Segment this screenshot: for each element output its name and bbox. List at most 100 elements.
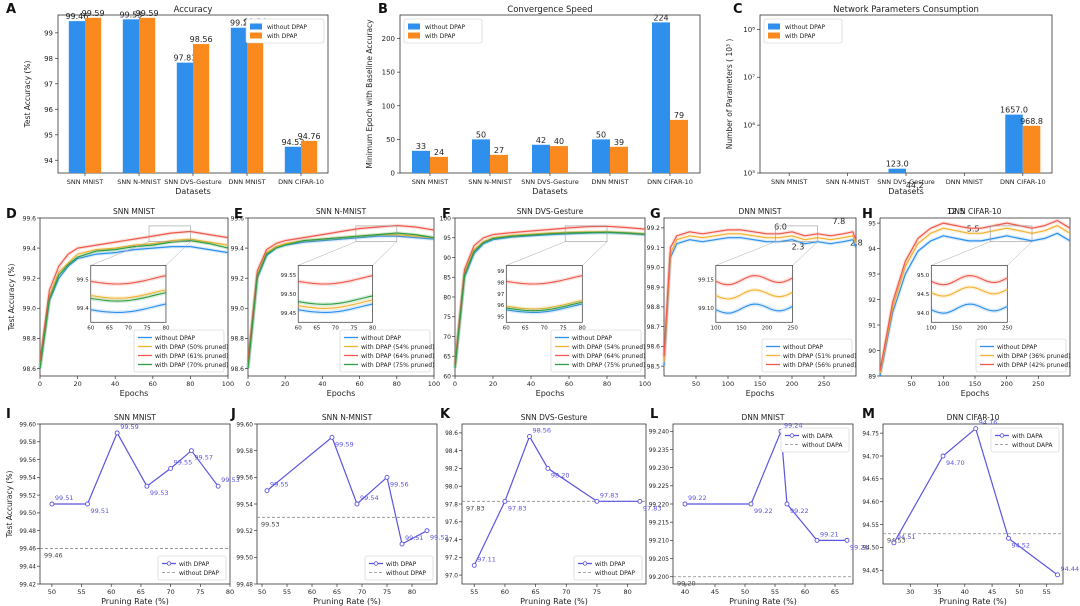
x-tick-label: 50 [48,588,56,596]
inset-series-line [298,275,373,285]
data-label: 94.44 [1061,565,1080,573]
legend-box [573,555,643,581]
inset-frame [297,265,373,323]
y-tick-label: 80 [443,294,451,301]
legend-box [403,18,483,44]
panel-letter: J [230,407,236,422]
inset-series-line [90,289,167,299]
y-tick-label: 98.8 [23,336,37,343]
x-tick-label: 80 [226,588,234,596]
x-tick-label: SNN MNIST [412,178,448,186]
y-tick-label: 99.210 [649,539,670,545]
data-point [748,501,754,507]
bar-value-label: 5.5 [967,224,980,233]
x-tick-label: 60 [501,588,509,596]
bar-value-label: 6.0 [774,223,787,232]
inset-x-tick-label: 200 [762,325,773,331]
y-tick-label: 99.230 [649,466,670,472]
y-tick-label: 99.220 [649,502,670,508]
x-tick-label: 200 [786,380,798,388]
y-tick-label: 98.7 [647,324,661,331]
inset-series-line [931,275,1008,286]
series-line [39,246,229,369]
y-tick-label: 98.2 [445,467,458,473]
series-line [879,225,1071,374]
inset-series-line [506,299,583,310]
y-tick-label: 94.70 [862,454,879,460]
baseline-label: 99.20 [677,580,696,588]
inset-x-tick-label: 250 [1002,325,1013,331]
y-tick-label: 99.240 [649,430,670,436]
bar [122,19,139,173]
y-tick-label: 99.54 [236,502,253,508]
x-tick-label: 60 [149,380,157,388]
y-tick-label: 99.60 [236,422,253,428]
zoom-connector [90,241,150,266]
inset-y-tick-label: 99.45 [280,311,296,317]
series-line [685,431,847,541]
inset-chart: 60 65 70 75 80 99.4 99.5 [77,265,170,331]
inset-y-tick-label: 99.15 [698,278,714,284]
plot-frame [39,423,231,585]
x-tick-label: 40 [318,380,326,388]
plot-frame [247,217,435,377]
legend: with DPAP without DPAP [157,555,227,581]
zoom-region [775,225,818,242]
data-point [168,465,174,471]
data-point [471,562,477,568]
bar-value-label: 7.8 [832,217,845,226]
legend-marker [373,561,379,566]
x-tick-label: 55 [283,588,291,596]
data-label: 99.53 [221,476,240,484]
inset-y-tick-label: 99.55 [280,273,296,279]
x-tick-label: 250 [1032,380,1044,388]
x-tick-label: 40 [681,588,689,596]
y-tick-label: 99.60 [19,422,36,428]
data-point [424,528,430,534]
x-tick-label: 150 [754,380,766,388]
inset-chart: 100 150 200 250 99.10 99.15 [698,265,798,331]
inset-x-tick-label: 75 [351,325,358,331]
x-axis-label: Pruning Rate (%) [939,597,1007,606]
x-tick-label: 70 [562,588,570,596]
x-tick-label: SNN DVS-Gesture [521,178,579,186]
data-point [527,433,532,439]
y-tick-label: 99.0 [23,306,37,313]
inset-y-tick-label: 96 [497,303,504,309]
y-tick-label: 99.56 [236,476,253,482]
x-tick-label: 60 [565,380,573,388]
series-line [247,224,435,362]
bar-value-label: 24 [434,148,444,157]
bar [230,27,247,173]
line-chart-d: SNN MNIST 0 20 40 60 80 100 98.6 98.8 99.0 99.2 99.… [7,207,234,398]
x-axis-label: Epochs [327,389,356,398]
x-tick-label: 40 [961,588,969,596]
chart-title: SNN N-MNIST [322,413,373,422]
data-label: 98.20 [551,471,570,479]
x-tick-label: SNN DVS-Gesture [164,178,222,186]
x-tick-label: 0 [246,380,250,388]
y-tick-label: 99.42 [19,582,36,588]
y-tick-label: 99.6 [23,215,37,222]
panel-letter: L [650,407,658,422]
y-tick-label: 98.6 [23,366,37,373]
bar-value-label: 94.76 [298,132,321,141]
legend-marker [999,433,1005,438]
y-tick-label: 98 [44,55,53,63]
legend-box [761,338,853,373]
inset-frame [505,265,583,323]
chart-title: SNN N-MNIST [316,207,367,216]
x-tick-label: 200 [1000,380,1012,388]
bar [139,17,156,174]
x-tick-label: 70 [166,588,174,596]
y-tick-label: 10⁶ [743,122,755,130]
zoom-connector [372,241,397,266]
y-tick-label: 94.65 [862,477,879,483]
inset-series-line [298,299,373,309]
inset-x-tick-label: 150 [951,325,962,331]
panel-letter: K [440,407,451,422]
inset-y-tick-label: 99.50 [280,292,296,298]
y-tick-label: 99.0 [231,306,245,313]
x-axis-label: Epochs [746,389,775,398]
